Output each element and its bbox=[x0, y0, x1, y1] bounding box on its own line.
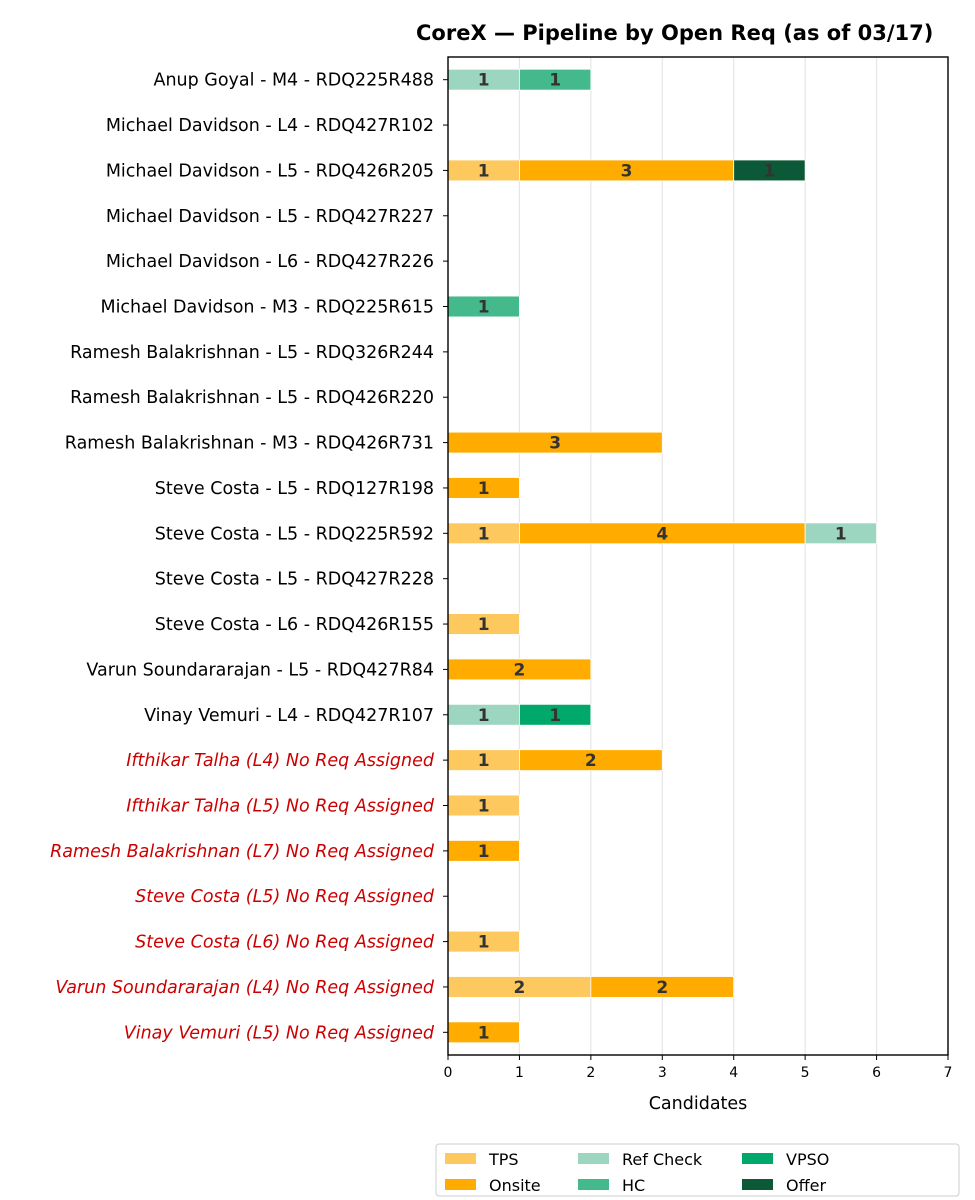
bar-value-label: 3 bbox=[549, 434, 561, 454]
bar-segment-offer bbox=[733, 159, 806, 182]
bar-value-label: 1 bbox=[478, 706, 490, 726]
category-label: Steve Costa (L6) No Req Assigned bbox=[135, 933, 435, 953]
category-label: Vinay Vemuri (L5) No Req Assigned bbox=[124, 1023, 435, 1043]
category-label: Ramesh Balakrishnan - L5 - RDQ426R220 bbox=[70, 388, 434, 408]
category-label: Michael Davidson - L5 - RDQ427R227 bbox=[106, 207, 434, 227]
category-label: Steve Costa - L6 - RDQ426R155 bbox=[155, 615, 434, 635]
x-tick-label: 0 bbox=[444, 1065, 453, 1081]
legend-label: VPSO bbox=[786, 1150, 829, 1169]
legend-box bbox=[435, 1143, 960, 1197]
bar-value-label: 1 bbox=[478, 479, 490, 499]
category-label: Michael Davidson - M3 - RDQ225R615 bbox=[100, 298, 434, 318]
bar-value-label: 1 bbox=[478, 615, 490, 635]
category-label: Michael Davidson - L5 - RDQ426R205 bbox=[106, 161, 434, 181]
chart-category-labels: Anup Goyal - M4 - RDQ225R488 Michael Davi… bbox=[50, 71, 448, 1043]
legend-label: Ref Check bbox=[622, 1150, 703, 1169]
bar-segment-onsite bbox=[519, 749, 663, 771]
legend-swatch bbox=[578, 1179, 609, 1190]
category-label: Steve Costa - L5 - RDQ427R228 bbox=[155, 570, 434, 590]
chart-x-ticks: 0 1 2 3 4 5 6 7 bbox=[444, 1055, 953, 1081]
bar-value-label: 4 bbox=[656, 524, 668, 544]
bar-segment-vpso bbox=[519, 703, 592, 726]
legend-swatch bbox=[578, 1153, 609, 1164]
category-label: Ifthikar Talha (L5) No Req Assigned bbox=[126, 797, 435, 817]
bar-value-label: 1 bbox=[478, 842, 490, 862]
bar-value-label: 2 bbox=[514, 978, 526, 998]
category-label: Varun Soundararajan - L5 - RDQ427R84 bbox=[86, 660, 434, 680]
legend-swatch bbox=[742, 1153, 773, 1164]
category-label: Ifthikar Talha (L4) No Req Assigned bbox=[126, 751, 435, 771]
category-label: Steve Costa (L5) No Req Assigned bbox=[135, 887, 435, 907]
category-label: Ramesh Balakrishnan (L7) No Req Assigned bbox=[50, 842, 435, 862]
category-label: Michael Davidson - L6 - RDQ427R226 bbox=[106, 252, 434, 272]
category-label: Varun Soundararajan (L4) No Req Assigned bbox=[55, 978, 435, 998]
bar-value-label: 1 bbox=[478, 1023, 490, 1043]
category-label: Steve Costa - L5 - RDQ225R592 bbox=[155, 524, 434, 544]
bar-value-label: 1 bbox=[478, 298, 490, 318]
bar-value-label: 1 bbox=[549, 71, 561, 91]
x-tick-label: 4 bbox=[729, 1065, 738, 1081]
category-label: Michael Davidson - L4 - RDQ427R102 bbox=[106, 116, 434, 136]
category-label: Vinay Vemuri - L4 - RDQ427R107 bbox=[144, 706, 434, 726]
bar-segment-onsite bbox=[590, 976, 735, 998]
x-tick-label: 3 bbox=[658, 1065, 667, 1081]
bar-value-label: 1 bbox=[549, 706, 561, 726]
bar-value-label: 1 bbox=[478, 71, 490, 91]
bar-value-label: 1 bbox=[478, 933, 490, 953]
chart-gridlines bbox=[518, 57, 878, 1055]
category-label: Ramesh Balakrishnan - L5 - RDQ326R244 bbox=[70, 343, 434, 363]
x-tick-label: 7 bbox=[944, 1065, 953, 1081]
bar-value-label: 2 bbox=[585, 751, 597, 771]
x-tick-label: 6 bbox=[872, 1065, 881, 1081]
legend-swatch bbox=[445, 1153, 476, 1164]
x-tick-label: 1 bbox=[515, 1065, 524, 1081]
legend-swatch bbox=[445, 1179, 476, 1190]
x-tick-label: 5 bbox=[801, 1065, 810, 1081]
bar-value-label: 3 bbox=[621, 161, 633, 181]
bar-value-label: 1 bbox=[478, 161, 490, 181]
x-axis-label: Candidates bbox=[649, 1094, 748, 1114]
category-label: Ramesh Balakrishnan - M3 - RDQ426R731 bbox=[65, 434, 434, 454]
legend-label: Offer bbox=[786, 1176, 826, 1195]
legend-label: TPS bbox=[488, 1150, 519, 1169]
legend-label: HC bbox=[622, 1176, 645, 1195]
bar-segment-ref-check bbox=[804, 522, 877, 545]
bar-value-label: 1 bbox=[764, 161, 776, 181]
legend-label: Onsite bbox=[489, 1176, 541, 1195]
bar-value-label: 1 bbox=[478, 751, 490, 771]
plot-frame bbox=[447, 56, 949, 1056]
chart-legend: TPS Onsite Ref Check HC VPSO Offer bbox=[435, 1143, 960, 1197]
legend-swatch bbox=[742, 1179, 773, 1190]
bar-segment-hc bbox=[519, 68, 592, 91]
chart-bar-labels: 1 1 1 3 1 1 3 1 1 4 1 1 2 1 1 1 2 1 1 1 2 2 1 bbox=[478, 71, 847, 1044]
category-label: Steve Costa - L5 - RDQ127R198 bbox=[155, 479, 434, 499]
bar-value-label: 2 bbox=[656, 978, 668, 998]
bar-value-label: 1 bbox=[835, 524, 847, 544]
bar-value-label: 1 bbox=[478, 797, 490, 817]
bar-value-label: 1 bbox=[478, 524, 490, 544]
x-tick-label: 2 bbox=[586, 1065, 595, 1081]
bar-value-label: 2 bbox=[514, 660, 526, 680]
category-label: Anup Goyal - M4 - RDQ225R488 bbox=[153, 71, 434, 91]
chart-title: CoreX — Pipeline by Open Req (as of 03/1… bbox=[416, 21, 933, 45]
